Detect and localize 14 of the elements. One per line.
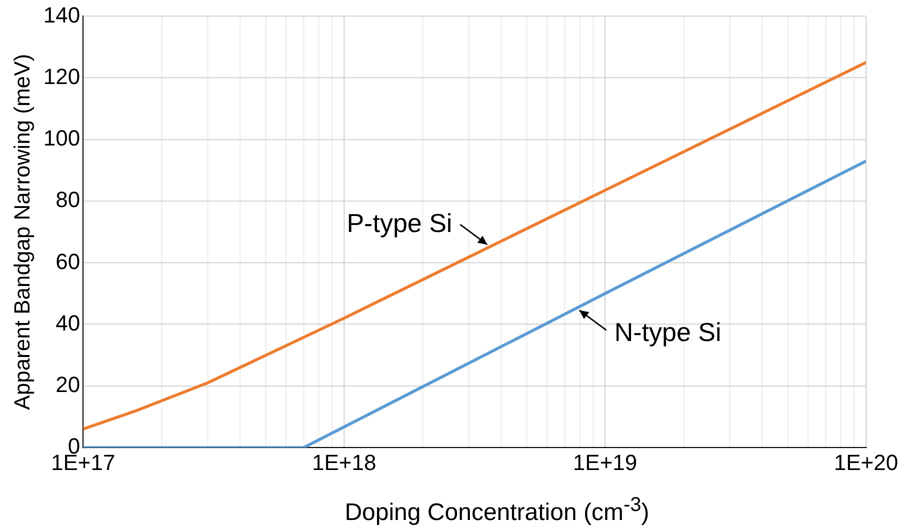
y-tick-label: 40 xyxy=(56,310,80,336)
x-tick-label: 1E+19 xyxy=(572,450,638,475)
x-axis-title: Doping Concentration (cm$^{-3}$) xyxy=(344,494,650,527)
y-tick-label: 20 xyxy=(56,372,80,398)
series-label: P-type Si xyxy=(346,208,452,238)
series-label: N-type Si xyxy=(614,317,722,348)
y-tick-label: 140 xyxy=(43,2,80,28)
y-axis-title: Apparent Bandgap Narrowing (meV) xyxy=(9,54,34,410)
y-tick-label: 120 xyxy=(43,64,80,89)
y-tick-label: 60 xyxy=(56,248,80,274)
x-tick-label: 1E+20 xyxy=(834,450,898,475)
y-tick-label: 80 xyxy=(56,187,80,212)
y-tick-label: 100 xyxy=(43,126,80,151)
x-tick-label: 1E+18 xyxy=(312,450,376,475)
